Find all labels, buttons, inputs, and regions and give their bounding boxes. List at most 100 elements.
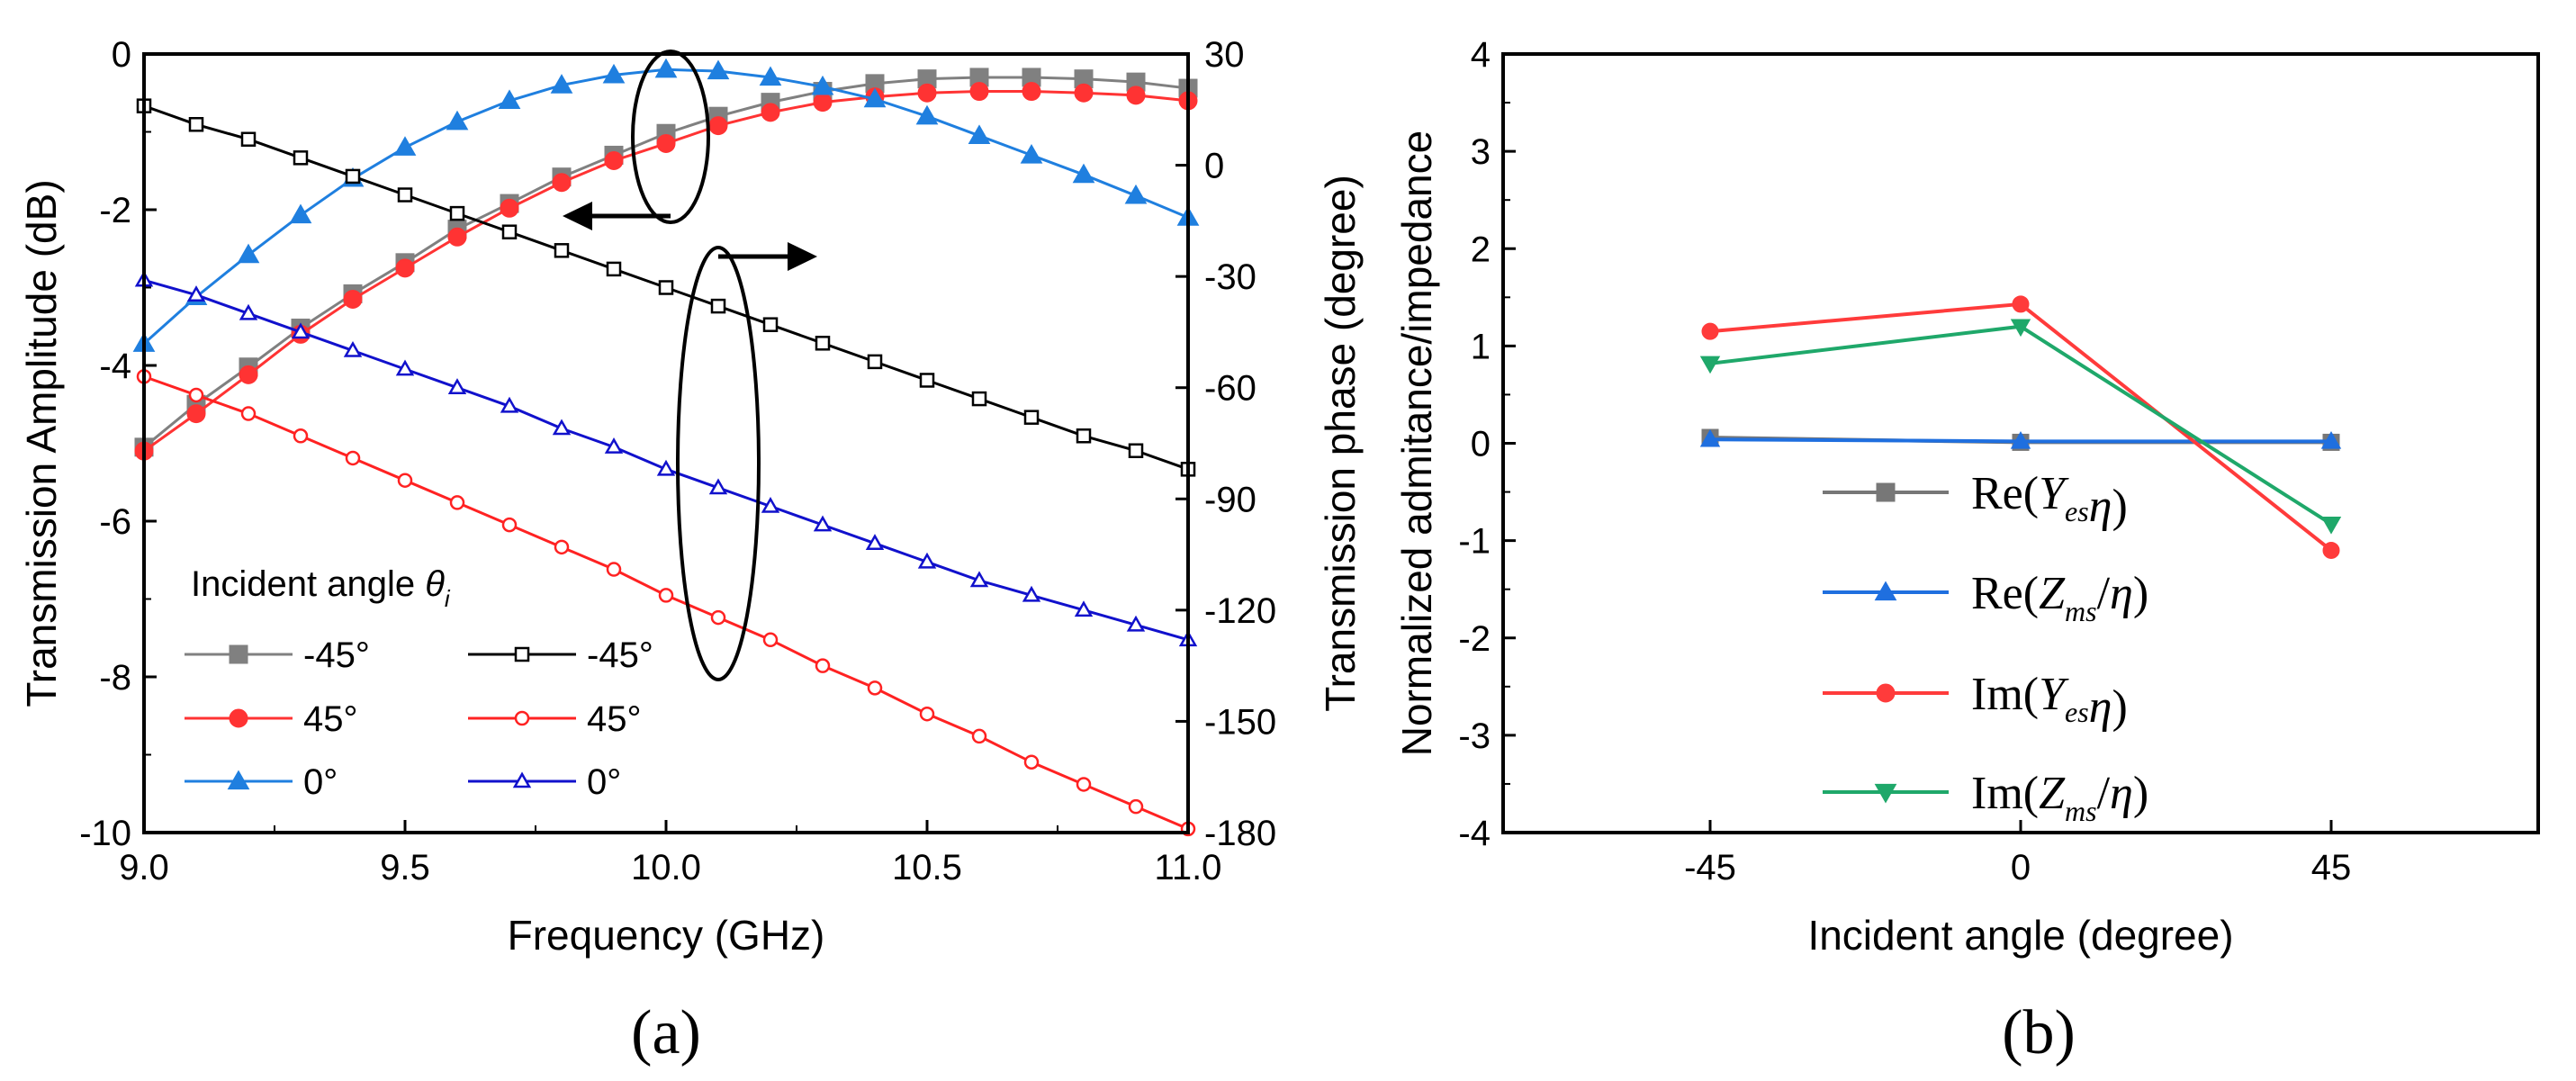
data-point-a bbox=[865, 534, 885, 551]
legend-label-part: es bbox=[2065, 696, 2089, 728]
x-axis-label-b: Incident angle (degree) bbox=[1807, 912, 2233, 959]
y-tick-label-a: -8 bbox=[99, 658, 131, 698]
x-tick-label-a: 10.5 bbox=[892, 848, 962, 887]
data-point-a bbox=[811, 75, 834, 95]
data-point-a bbox=[447, 227, 467, 247]
data-point-a bbox=[1128, 798, 1144, 815]
data-point-a bbox=[447, 378, 467, 395]
data-point-a bbox=[654, 58, 678, 78]
data-point-b bbox=[2010, 430, 2031, 449]
data-point-a bbox=[658, 588, 674, 603]
chart-b: -45 0 4543210-1-2-3-4Re(Yesη)Re(Zms/η)Im(Y… bbox=[1393, 35, 2540, 1067]
data-point-a bbox=[915, 104, 939, 125]
data-point-a bbox=[815, 336, 831, 351]
data-point-a bbox=[658, 280, 674, 295]
y-right-tick-label-a: -60 bbox=[1204, 369, 1256, 409]
data-point-a bbox=[710, 609, 726, 626]
data-point-a bbox=[867, 354, 883, 370]
legend-label-a: -45° bbox=[303, 635, 370, 675]
data-point-a bbox=[602, 63, 626, 84]
plot-frame-a bbox=[142, 52, 1190, 834]
legend-label-part: ) bbox=[2112, 681, 2127, 733]
legend-label-part: / bbox=[2097, 568, 2111, 619]
series-a-5 bbox=[134, 270, 1198, 647]
data-point-a bbox=[501, 224, 518, 239]
data-point-a bbox=[968, 124, 991, 144]
annotation-ellipse-phase bbox=[676, 246, 761, 681]
data-point-a bbox=[449, 495, 465, 510]
data-point-b bbox=[2320, 430, 2342, 449]
legend-marker-a bbox=[512, 771, 532, 788]
data-point-a bbox=[917, 83, 937, 103]
y-tick-label-a: -10 bbox=[79, 814, 131, 853]
legend-title-text: Incident angle bbox=[191, 564, 425, 604]
y-tick-label-a: -6 bbox=[99, 502, 131, 542]
panel-label-a: (a) bbox=[631, 998, 701, 1067]
data-point-a bbox=[708, 478, 728, 495]
data-point-a bbox=[813, 93, 833, 113]
data-point-a bbox=[1076, 428, 1092, 444]
legend-marker-a bbox=[227, 770, 250, 790]
x-tick-label-a: 9.5 bbox=[380, 848, 430, 887]
data-point-a bbox=[656, 459, 676, 476]
data-point-a bbox=[395, 359, 415, 376]
data-point-a bbox=[813, 515, 833, 532]
legend-marker-a bbox=[229, 708, 248, 728]
data-point-a bbox=[1023, 754, 1040, 770]
data-point-a bbox=[237, 243, 260, 264]
x-tick-label-a: 10.0 bbox=[631, 848, 701, 887]
chart-a: 9.0 9.5 10.0 10.5 11.0 0 -2 -4 -6 -8 -10 30 0 -30 -60 -… bbox=[18, 35, 1364, 1067]
x-axis-label-a: Frequency (GHz) bbox=[508, 912, 825, 959]
legend-title-a: Incident angle θi bbox=[191, 564, 451, 612]
series-a-2 bbox=[132, 58, 1200, 352]
data-point-b bbox=[2320, 516, 2342, 535]
data-point-a bbox=[761, 103, 780, 122]
legend-label-part: ) bbox=[2112, 481, 2127, 532]
legend-marker-b bbox=[1876, 683, 1896, 703]
data-point-a bbox=[343, 289, 363, 309]
data-point-a bbox=[1076, 777, 1092, 792]
annotation-ellipse-amplitude bbox=[631, 50, 710, 224]
x-tick-label-a: 11.0 bbox=[1155, 848, 1222, 887]
legend-label-part: Z bbox=[2039, 568, 2066, 619]
panel-label-b: (b) bbox=[2002, 998, 2076, 1067]
legend-label-a: 45° bbox=[303, 699, 358, 739]
data-point-a bbox=[500, 198, 519, 218]
y-axis-label-a: Transmission Amplitude (dB) bbox=[18, 179, 65, 707]
data-point-a bbox=[604, 437, 624, 454]
legend-label-part: Y bbox=[2039, 669, 2069, 720]
legend-marker-a bbox=[514, 710, 530, 726]
data-point-a bbox=[1020, 143, 1043, 164]
legend-label-part: Im( bbox=[1971, 669, 2039, 720]
data-point-b bbox=[2010, 319, 2031, 338]
data-point-a bbox=[919, 373, 935, 388]
y-tick-label-a: -4 bbox=[99, 347, 131, 386]
legend-label-part: ms bbox=[2065, 795, 2097, 827]
data-point-a bbox=[397, 187, 413, 203]
data-point-a bbox=[971, 728, 987, 744]
data-point-a bbox=[707, 59, 730, 80]
legend-label-a: 0° bbox=[303, 762, 338, 802]
legend-label-a: 45° bbox=[587, 699, 642, 739]
y-right-tick-label-a: 0 bbox=[1204, 147, 1224, 186]
series-a-4 bbox=[136, 369, 1196, 837]
x-tick-label-b: -45 bbox=[1684, 848, 1736, 887]
data-point-a bbox=[815, 658, 831, 673]
data-point-a bbox=[863, 87, 887, 108]
data-point-a bbox=[759, 66, 782, 86]
data-point-a bbox=[554, 243, 570, 258]
data-point-a bbox=[393, 136, 417, 156]
data-point-a bbox=[1074, 83, 1094, 103]
data-point-a bbox=[343, 340, 363, 357]
data-point-a bbox=[554, 539, 570, 555]
y-right-tick-label-a: -90 bbox=[1204, 480, 1256, 519]
data-point-a bbox=[919, 706, 935, 722]
data-point-a bbox=[1124, 184, 1148, 204]
legend-label-part: Im( bbox=[1971, 768, 2039, 819]
y-tick-label-b: -1 bbox=[1458, 522, 1491, 562]
y-right-tick-label-a: -180 bbox=[1204, 814, 1276, 853]
y-tick-label-a: 0 bbox=[112, 35, 131, 75]
data-point-a bbox=[345, 168, 361, 185]
legend-label-part: ) bbox=[2133, 568, 2148, 619]
